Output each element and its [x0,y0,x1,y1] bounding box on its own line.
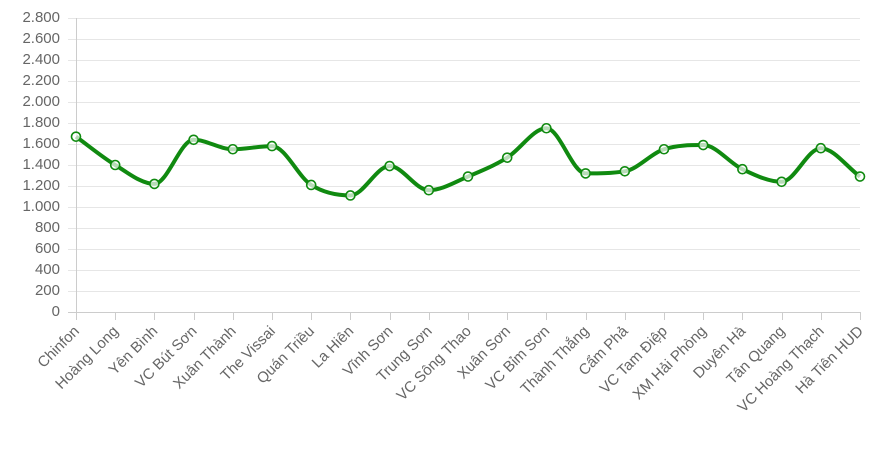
data-point[interactable] [658,143,670,155]
data-point[interactable] [109,159,121,171]
data-point[interactable] [501,152,513,163]
y-tick-label: 2.000 [22,93,60,110]
data-point[interactable] [227,143,239,155]
y-tick-label: 1.200 [22,177,60,194]
data-point[interactable] [423,184,435,196]
data-point[interactable] [462,171,474,182]
data-point[interactable] [697,139,709,151]
data-point[interactable] [266,140,278,152]
y-tick-label: 2.400 [22,51,60,68]
y-tick-label: 400 [35,261,60,278]
y-tick-label: 1.400 [22,156,60,173]
data-point[interactable] [776,176,787,188]
y-tick-label: 2.800 [22,9,60,26]
y-axis: 0 200 400 600 800 1.000 1.200 1.400 1.600 1.800 2.… [22,9,60,320]
data-point[interactable] [70,131,82,142]
data-point[interactable] [619,166,631,177]
y-tick-label: 1.000 [22,198,60,215]
data-point[interactable] [305,179,317,191]
data-point[interactable] [541,122,552,134]
data-point[interactable] [345,190,356,201]
data-point[interactable] [737,163,748,175]
data-point[interactable] [188,134,199,146]
y-tick-label: 1.600 [22,135,60,152]
data-point[interactable] [854,171,866,182]
y-tick-label: 0 [52,303,60,320]
y-tick-label: 1.800 [22,114,60,131]
data-point[interactable] [580,168,591,179]
y-tick-label: 2.600 [22,30,60,47]
series-line [70,122,866,201]
data-point[interactable] [149,178,160,190]
y-tick-label: 200 [35,282,60,299]
y-tick-label: 2.200 [22,72,60,89]
y-tick-label: 600 [35,240,60,257]
data-point[interactable] [815,142,827,154]
gridlines [68,18,860,320]
y-tick-label: 800 [35,219,60,236]
data-point[interactable] [384,160,395,172]
